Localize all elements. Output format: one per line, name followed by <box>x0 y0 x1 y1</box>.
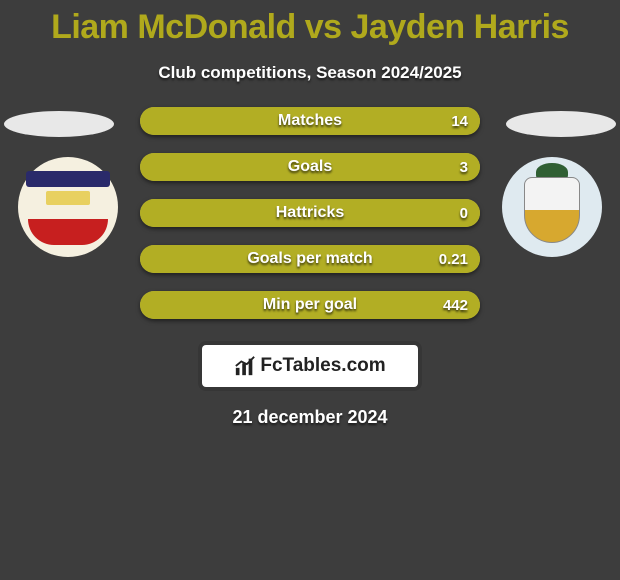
stat-label: Goals <box>140 153 480 181</box>
date-label: 21 december 2024 <box>0 407 620 428</box>
stat-value-right: 14 <box>451 107 468 135</box>
stat-label: Matches <box>140 107 480 135</box>
club-crest-left <box>18 157 118 257</box>
page-title: Liam McDonald vs Jayden Harris <box>0 0 620 47</box>
stat-label: Hattricks <box>140 199 480 227</box>
player-right-ellipse <box>506 111 616 137</box>
stat-label: Min per goal <box>140 291 480 319</box>
stat-bar: Goals per match0.21 <box>140 245 480 273</box>
stat-bar: Goals3 <box>140 153 480 181</box>
brand-text: FcTables.com <box>260 355 385 377</box>
club-crest-right <box>502 157 602 257</box>
stat-bars: Matches14 Goals3 Hattricks0 Goals per match… <box>140 107 480 319</box>
stat-value-right: 442 <box>443 291 468 319</box>
player-left-ellipse <box>4 111 114 137</box>
stat-value-right: 0 <box>460 199 468 227</box>
brand-badge: FcTables.com <box>202 345 418 387</box>
stat-value-right: 0.21 <box>439 245 468 273</box>
stat-bar: Min per goal442 <box>140 291 480 319</box>
stat-bar: Matches14 <box>140 107 480 135</box>
stat-bar: Hattricks0 <box>140 199 480 227</box>
subtitle: Club competitions, Season 2024/2025 <box>0 63 620 83</box>
stat-label: Goals per match <box>140 245 480 273</box>
stat-value-right: 3 <box>460 153 468 181</box>
chart-icon <box>234 355 256 377</box>
comparison-panel: Matches14 Goals3 Hattricks0 Goals per match… <box>0 107 620 319</box>
